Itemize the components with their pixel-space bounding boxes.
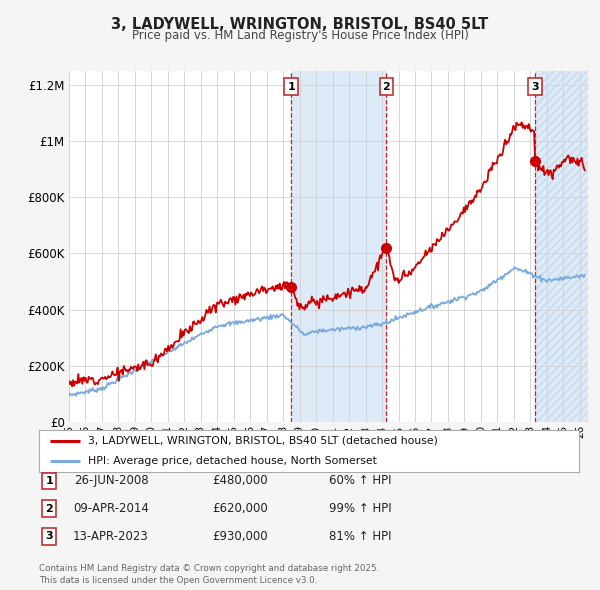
Text: 81% ↑ HPI: 81% ↑ HPI [329, 530, 391, 543]
Text: £930,000: £930,000 [212, 530, 268, 543]
Bar [291, 71, 386, 422]
Text: 3: 3 [46, 532, 53, 541]
Text: 1: 1 [46, 476, 53, 486]
Text: 26-JUN-2008: 26-JUN-2008 [74, 474, 148, 487]
Text: 60% ↑ HPI: 60% ↑ HPI [329, 474, 391, 487]
Text: HPI: Average price, detached house, North Somerset: HPI: Average price, detached house, Nort… [88, 456, 376, 466]
Text: 3, LADYWELL, WRINGTON, BRISTOL, BS40 5LT (detached house): 3, LADYWELL, WRINGTON, BRISTOL, BS40 5LT… [88, 436, 437, 446]
Text: 2: 2 [46, 504, 53, 513]
Bar [535, 71, 588, 422]
Text: 2: 2 [383, 81, 391, 91]
Text: Price paid vs. HM Land Registry's House Price Index (HPI): Price paid vs. HM Land Registry's House … [131, 30, 469, 42]
Text: £480,000: £480,000 [212, 474, 268, 487]
Text: 3, LADYWELL, WRINGTON, BRISTOL, BS40 5LT: 3, LADYWELL, WRINGTON, BRISTOL, BS40 5LT [112, 17, 488, 31]
Text: 3: 3 [531, 81, 539, 91]
Text: 09-APR-2014: 09-APR-2014 [73, 502, 149, 515]
Text: £620,000: £620,000 [212, 502, 268, 515]
Bar [535, 71, 588, 422]
Text: 1: 1 [287, 81, 295, 91]
Text: 13-APR-2023: 13-APR-2023 [73, 530, 149, 543]
Text: Contains HM Land Registry data © Crown copyright and database right 2025.
This d: Contains HM Land Registry data © Crown c… [39, 564, 379, 585]
Text: 99% ↑ HPI: 99% ↑ HPI [329, 502, 391, 515]
